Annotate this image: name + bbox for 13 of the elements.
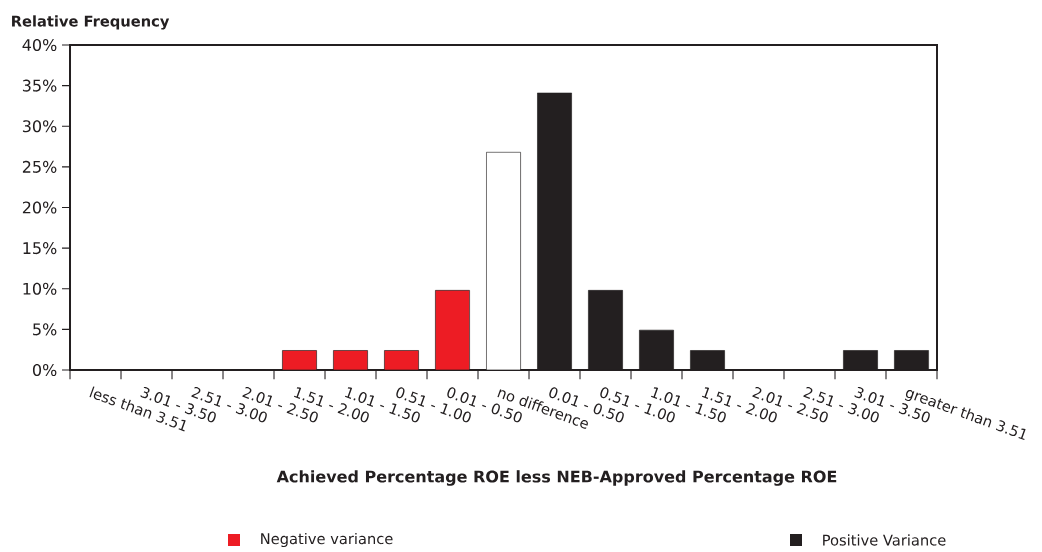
y-tick-label: 5%: [33, 323, 57, 336]
y-tick-label: 10%: [23, 282, 57, 295]
y-tick-label: 35%: [22, 79, 57, 92]
y-tick-label: 25%: [22, 160, 57, 173]
y-axis-title: Relative Frequency: [12, 15, 170, 30]
y-tick-label: 15%: [23, 242, 57, 255]
y-tick-label: 0%: [32, 363, 57, 377]
y-tick-label: 30%: [22, 120, 57, 133]
y-tick-label: 40%: [22, 38, 57, 52]
y-tick-label: 20%: [22, 201, 57, 214]
legend-label: Negative variance: [261, 532, 393, 548]
legend-label: Positive Variance: [823, 534, 946, 546]
x-axis-title: Achieved Percentage ROE less NEB-Approved Percentage ROE: [276, 470, 837, 486]
